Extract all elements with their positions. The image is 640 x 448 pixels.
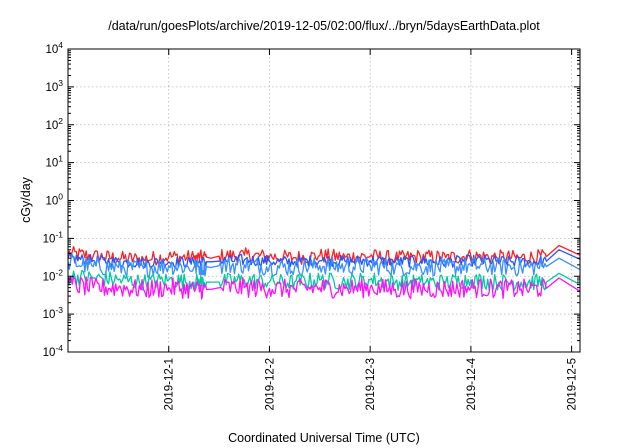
grid xyxy=(68,49,580,352)
series-line-1 xyxy=(67,249,581,269)
x-tick-label: 2019-12-4 xyxy=(466,357,478,410)
x-tick-label: 2019-12-3 xyxy=(365,358,377,410)
y-tick-label: 10-3 xyxy=(43,305,64,321)
y-axis-label: cGy/day xyxy=(19,176,33,223)
chart-title: /data/run/goesPlots/archive/2019-12-05/0… xyxy=(108,19,540,33)
y-tick-label: 10-1 xyxy=(43,229,64,245)
series-line-4 xyxy=(67,275,581,300)
y-tick-label: 10-4 xyxy=(43,343,64,359)
y-tick-label: 100 xyxy=(45,192,63,208)
series-group xyxy=(67,244,581,300)
x-tick-label: 2019-12-5 xyxy=(567,358,579,410)
x-tick-label: 2019-12-2 xyxy=(264,358,276,410)
y-tick-label: 101 xyxy=(45,154,63,170)
x-tick-label: 2019-12-1 xyxy=(164,358,176,410)
x-axis-label: Coordinated Universal Time (UTC) xyxy=(228,431,420,445)
x-axis: 2019-12-1 2019-12-2 2019-12-3 2019-12-4 2019… xyxy=(164,49,579,410)
y-tick-label: 10-2 xyxy=(43,267,64,283)
series-line-3 xyxy=(67,269,581,291)
y-axis: 10-4 10-3 10-2 10-1 100 101 102 103 104 xyxy=(43,40,580,359)
y-tick-label: 104 xyxy=(45,40,63,56)
y-tick-label: 103 xyxy=(45,78,63,94)
y-tick-label: 102 xyxy=(45,116,63,132)
